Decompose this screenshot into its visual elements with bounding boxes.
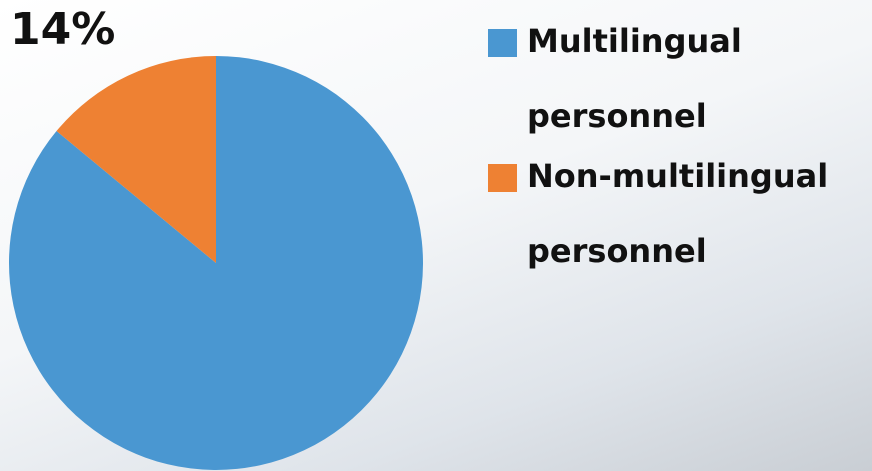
legend-label: Multilingual personnel	[527, 22, 742, 135]
legend: Multilingual personnel Non-multilingual p…	[488, 24, 872, 289]
legend-item: Multilingual personnel	[488, 4, 872, 154]
legend-swatch	[488, 29, 517, 57]
value-label: 14%	[10, 4, 115, 55]
legend-label: Non-multilingual personnel	[527, 157, 828, 270]
legend-item: Non-multilingual personnel	[488, 139, 872, 289]
chart: Multilingual personnel Non-multilingual p…	[0, 0, 872, 471]
legend-swatch	[488, 164, 517, 192]
